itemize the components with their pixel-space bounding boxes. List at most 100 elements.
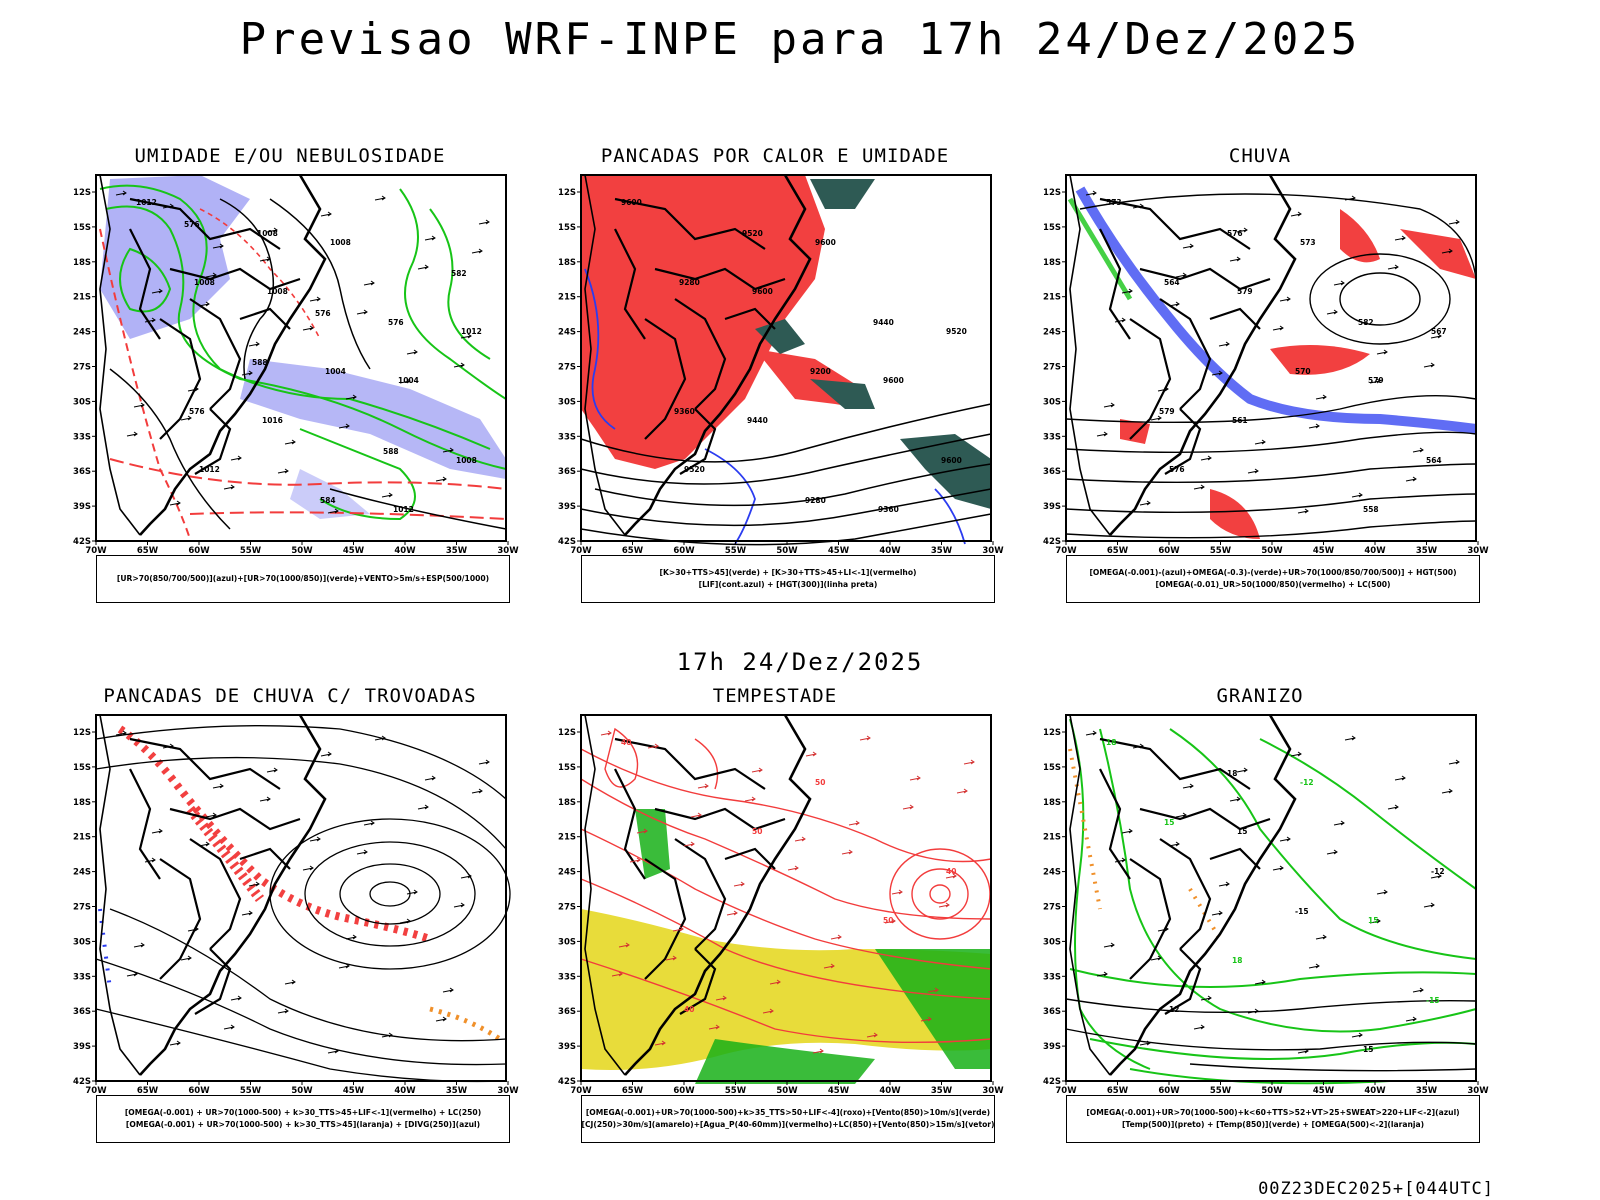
wind-arrow <box>891 889 903 895</box>
panel-legend: [OMEGA(-0.001)+UR>70(1000-500)+k>35_TTS>… <box>581 1095 995 1143</box>
lat-tick-label: 12S <box>1043 188 1061 198</box>
contour-label: 1012 <box>461 327 482 336</box>
country-border <box>724 307 776 330</box>
panel-title: PANCADAS POR CALOR E UMIDADE <box>600 145 950 167</box>
wind-arrow <box>417 804 429 810</box>
wind-arrow <box>417 264 429 270</box>
lat-tick-label: 30S <box>1043 937 1061 947</box>
wind-arrow <box>715 995 727 1001</box>
wind-arrow <box>126 431 138 437</box>
contour-label: 576 <box>189 407 205 416</box>
map-background <box>580 727 992 1084</box>
wind-arrow <box>1175 272 1187 278</box>
lat-tick-label: 24S <box>73 328 91 338</box>
lat-tick-label: 42S <box>558 537 576 547</box>
map-overlay: 18 15 15 12 -12 -12 18 15 15 -15 -15 18 12S 15S 18S 21S… <box>1043 714 1489 1094</box>
contour-label: 40 <box>946 867 956 876</box>
country-border <box>1139 267 1271 291</box>
wind-arrow <box>1448 219 1460 225</box>
wind-arrow <box>1326 309 1338 315</box>
lon-tick-label: 65W <box>137 1086 159 1094</box>
map-frame <box>95 174 507 542</box>
wind-arrow <box>187 386 199 392</box>
wind-arrow <box>205 272 217 278</box>
lat-tick-label: 21S <box>73 293 91 303</box>
wind-arrow <box>248 881 260 887</box>
wind-arrow <box>374 735 386 741</box>
wind-arrow <box>284 439 296 445</box>
lon-tick-label: 60W <box>188 546 210 554</box>
lon-tick-label: 35W <box>1416 1086 1438 1094</box>
wind-arrow <box>1200 455 1212 461</box>
country-border <box>1099 197 1251 250</box>
lon-tick-label: 30W <box>982 1086 1004 1094</box>
wind-arrow <box>442 447 454 453</box>
country-border <box>129 768 161 880</box>
wind-arrow <box>381 492 393 498</box>
wind-arrow <box>1254 439 1266 445</box>
wind-arrow <box>453 902 465 908</box>
lat-tick-label: 24S <box>558 868 576 878</box>
wind-arrow <box>1132 743 1144 749</box>
coastline-west <box>1069 174 1111 536</box>
map-background <box>580 175 992 546</box>
country-border <box>1164 948 1202 1015</box>
country-border <box>239 847 291 870</box>
wind-arrow <box>963 759 975 765</box>
wind-arrow <box>302 325 314 331</box>
contour-label: 1012 <box>136 198 157 207</box>
contour-label: 576 <box>315 309 331 318</box>
lon-tick-label: 35W <box>446 1086 468 1094</box>
lon-tick-label: 70W <box>85 546 107 554</box>
contour-label: 50 <box>883 916 893 925</box>
wind-arrow <box>1139 1040 1151 1046</box>
wind-arrow <box>1430 873 1442 879</box>
contour-label: 564 <box>1164 278 1180 287</box>
legend-line: [OMEGA(-0.001) + UR>70(1000-500) + k>30_… <box>125 1120 481 1129</box>
wind-arrow <box>654 1040 666 1046</box>
wind-arrow <box>284 979 296 985</box>
lon-tick-label: 65W <box>1107 1086 1129 1094</box>
wind-arrow <box>338 423 350 429</box>
panel-legend: [OMEGA(-0.001)-(azul)+OMEGA(-0.3)-(verde… <box>1066 555 1480 603</box>
wind-arrow <box>1247 468 1259 474</box>
coastline <box>624 714 812 1076</box>
lon-tick-label: 35W <box>1416 546 1438 554</box>
lat-tick-label: 42S <box>1043 1077 1061 1087</box>
legend-line: [OMEGA(-0.001)+UR>70(1000-500)+k<60+TTS>… <box>1086 1108 1460 1117</box>
wind-arrow <box>1121 828 1133 834</box>
country-border <box>129 737 281 790</box>
contour-label: 1008 <box>257 229 278 238</box>
lat-tick-label: 27S <box>558 903 576 913</box>
contour-label: 582 <box>1358 318 1374 327</box>
lat-tick-label: 18S <box>73 798 91 808</box>
wind-arrow <box>956 788 968 794</box>
wind-arrow <box>726 910 738 916</box>
country-border <box>169 807 301 831</box>
wind-arrow <box>1315 934 1327 940</box>
contour-label: 584 <box>320 496 336 505</box>
wind-arrow <box>647 743 659 749</box>
wind-arrow <box>927 987 939 993</box>
wind-arrow <box>471 788 483 794</box>
lon-tick-label: 40W <box>394 546 416 554</box>
country-border <box>654 807 786 831</box>
lon-tick-label: 70W <box>1055 1086 1077 1094</box>
wind-arrow <box>205 812 217 818</box>
lat-tick-label: 33S <box>558 972 576 982</box>
lon-tick-label: 30W <box>497 546 519 554</box>
lat-tick-label: 42S <box>73 1077 91 1087</box>
lat-tick-label: 24S <box>1043 328 1061 338</box>
lon-tick-label: 40W <box>879 546 901 554</box>
lat-tick-label: 15S <box>558 223 576 233</box>
wind-arrow <box>1308 423 1320 429</box>
wind-arrow <box>266 227 278 233</box>
wind-arrow <box>1376 349 1388 355</box>
country-border <box>644 858 687 980</box>
contour-label: 1008 <box>194 278 215 287</box>
lat-tick-label: 33S <box>1043 432 1061 442</box>
lat-tick-label: 36S <box>73 1007 91 1017</box>
country-border <box>239 307 291 330</box>
lon-tick-label: 70W <box>570 546 592 554</box>
wind-arrow <box>1405 476 1417 482</box>
